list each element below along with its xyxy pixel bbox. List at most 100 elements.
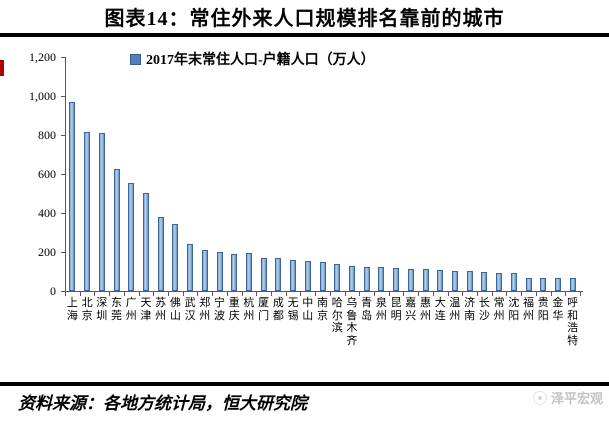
- x-axis-category-label: 杭州: [243, 297, 255, 322]
- x-axis-category-label: 惠州: [420, 297, 431, 322]
- bar-杭州: [245, 252, 252, 291]
- y-axis-tick: [61, 96, 65, 97]
- bar-宁波: [216, 252, 223, 291]
- x-axis-category-label: 哈尔滨: [331, 297, 343, 334]
- bar-呼和浩特: [569, 277, 576, 291]
- x-axis-category-label: 厦门: [258, 297, 270, 322]
- bar-东莞: [113, 169, 120, 291]
- bar-天津: [142, 192, 149, 291]
- x-axis: [65, 291, 583, 292]
- x-axis-tick: [506, 292, 508, 296]
- x-axis-tick: [447, 292, 449, 296]
- x-axis-category-label: 福州: [523, 297, 534, 322]
- x-axis-category-label: 贵阳: [537, 297, 549, 322]
- title-divider-rule: [0, 33, 609, 37]
- bar-惠州: [422, 269, 429, 291]
- x-axis-tick: [212, 292, 214, 296]
- red-edge-artifact: [0, 60, 4, 76]
- bar-中山: [304, 261, 311, 291]
- y-axis: [65, 57, 66, 291]
- x-axis-category-label: 佛山: [169, 297, 181, 322]
- x-axis-tick: [491, 292, 493, 296]
- bar-武汉: [187, 244, 194, 291]
- x-axis-tick: [315, 292, 317, 296]
- x-axis-tick: [565, 292, 567, 296]
- bar-广州: [128, 182, 135, 291]
- y-axis-tick: [61, 174, 65, 175]
- bar-常州: [496, 272, 503, 291]
- x-axis-tick: [138, 292, 140, 296]
- x-axis-tick: [168, 292, 169, 296]
- bar-长沙: [481, 272, 488, 291]
- x-axis-tick: [329, 292, 331, 296]
- x-axis-category-label: 无锡: [287, 297, 299, 322]
- x-axis-tick: [550, 292, 552, 296]
- y-axis-tick: [61, 135, 65, 136]
- y-axis-tick-label: 600: [38, 167, 56, 181]
- bar-济南: [466, 271, 473, 291]
- x-axis-tick: [271, 292, 272, 296]
- bar-厦门: [260, 257, 267, 291]
- bar-佛山: [172, 224, 179, 291]
- bar-深圳: [98, 133, 105, 291]
- x-axis-tick: [300, 292, 302, 296]
- x-axis-tick: [418, 292, 420, 296]
- x-axis-category-label: 南京: [317, 297, 328, 322]
- x-axis-category-label: 乌鲁木齐: [346, 297, 358, 347]
- x-axis-category-label: 天津: [140, 297, 152, 322]
- x-axis-category-label: 青岛: [361, 297, 373, 322]
- y-axis-tick: [61, 57, 65, 58]
- bar-南京: [319, 261, 326, 291]
- bar-昆明: [393, 268, 400, 291]
- x-axis-tick: [432, 292, 434, 296]
- x-axis-tick: [521, 292, 523, 296]
- bar-无锡: [290, 259, 297, 291]
- bar-重庆: [231, 253, 238, 291]
- y-axis-tick-label: 400: [38, 206, 56, 220]
- x-axis-category-label: 呼和浩特: [567, 297, 579, 347]
- x-axis-tick: [197, 292, 199, 296]
- y-axis-tick-label: 1,000: [29, 89, 56, 103]
- x-axis-tick: [388, 292, 390, 296]
- bar-哈尔滨: [334, 263, 341, 291]
- x-axis-category-label: 长沙: [478, 297, 490, 322]
- bar-大连: [437, 269, 444, 291]
- legend-label: 2017年末常住人口-户籍人口（万人）: [146, 53, 375, 68]
- bar-泉州: [378, 267, 385, 291]
- x-axis-tick: [123, 292, 125, 296]
- x-axis-category-label: 大连: [434, 297, 446, 322]
- x-axis-category-label: 北京: [81, 297, 93, 322]
- data-source-note: 资料来源：各地方统计局，恒大研究院: [18, 394, 307, 413]
- x-axis-tick: [462, 292, 464, 296]
- x-axis-tick: [477, 292, 478, 296]
- x-axis-category-label: 温州: [449, 297, 461, 322]
- x-axis-category-label: 沈阳: [508, 297, 520, 322]
- y-axis-tick-label: 800: [38, 128, 56, 142]
- publisher-watermark: 泽平宏观: [532, 388, 603, 407]
- x-axis-tick: [94, 292, 96, 296]
- bar-郑州: [201, 250, 208, 291]
- publisher-name: 泽平宏观: [550, 391, 603, 406]
- y-axis-tick: [61, 252, 65, 253]
- bar-苏州: [157, 217, 164, 291]
- publisher-logo-icon: [532, 390, 547, 405]
- x-axis-tick: [403, 292, 405, 296]
- x-axis-category-label: 泉州: [375, 297, 387, 322]
- x-axis-category-label: 东莞: [111, 297, 122, 322]
- x-axis-tick: [580, 292, 581, 296]
- bar-乌鲁木齐: [348, 266, 355, 291]
- x-axis-tick: [256, 292, 258, 296]
- bar-金华: [554, 278, 561, 291]
- x-axis-tick: [535, 292, 537, 296]
- y-axis-tick-label: 200: [38, 245, 56, 259]
- x-axis-category-label: 嘉兴: [405, 297, 417, 322]
- x-axis-category-label: 广州: [125, 297, 137, 322]
- x-axis-category-label: 昆明: [390, 297, 402, 322]
- x-axis-category-label: 重庆: [228, 297, 240, 322]
- bar-上海: [69, 101, 76, 291]
- x-axis-category-label: 金华: [552, 297, 564, 322]
- chart-legend: 2017年末常住人口-户籍人口（万人）: [130, 49, 375, 69]
- x-axis-category-label: 深圳: [96, 297, 108, 322]
